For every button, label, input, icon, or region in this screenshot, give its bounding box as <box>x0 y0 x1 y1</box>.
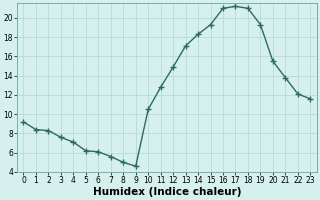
X-axis label: Humidex (Indice chaleur): Humidex (Indice chaleur) <box>93 187 241 197</box>
